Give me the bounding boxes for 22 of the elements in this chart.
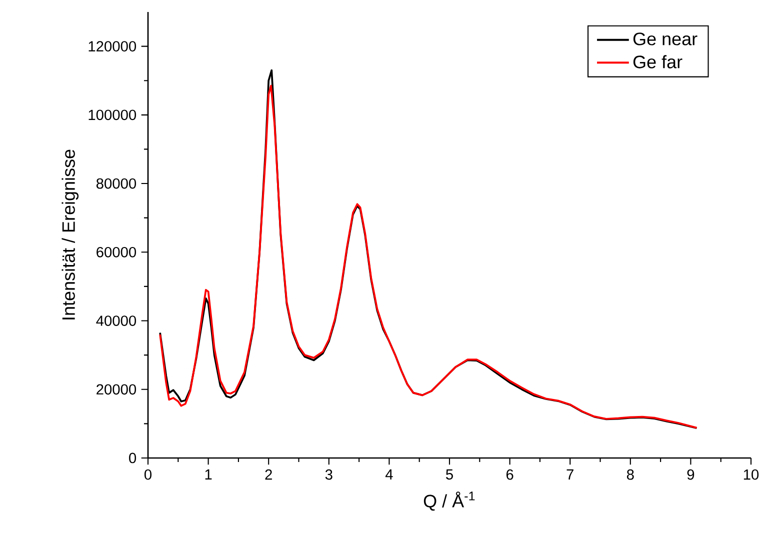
x-tick-label: 7 <box>566 469 574 480</box>
x-tick-label: 5 <box>446 469 453 480</box>
y-tick-label: 60000 <box>96 246 136 258</box>
y-axis-title: Intensität / Ereignisse <box>62 150 79 320</box>
legend-label: Ge far <box>633 55 682 68</box>
x-tick-label: 10 <box>744 469 759 480</box>
x-tick-label: 0 <box>144 469 152 480</box>
x-tick-label: 3 <box>325 469 332 480</box>
x-tick-label: 8 <box>626 469 634 480</box>
x-tick-label: 6 <box>506 469 514 480</box>
y-tick-label: 80000 <box>96 178 136 189</box>
y-tick-label: 0 <box>129 452 136 464</box>
x-tick-label: 9 <box>687 469 694 480</box>
x-tick-label: 4 <box>385 469 393 480</box>
y-tick-label: 20000 <box>96 384 136 395</box>
x-tick-label: 1 <box>205 469 212 480</box>
y-tick-label: 40000 <box>96 316 136 326</box>
y-tick-label: 100000 <box>88 110 136 120</box>
legend-label: Ge near <box>633 32 698 46</box>
y-tick-label: 120000 <box>88 41 136 52</box>
x-axis-title: Q / Å$^{-1}$ <box>424 492 475 511</box>
x-tick-label: 2 <box>265 469 272 480</box>
